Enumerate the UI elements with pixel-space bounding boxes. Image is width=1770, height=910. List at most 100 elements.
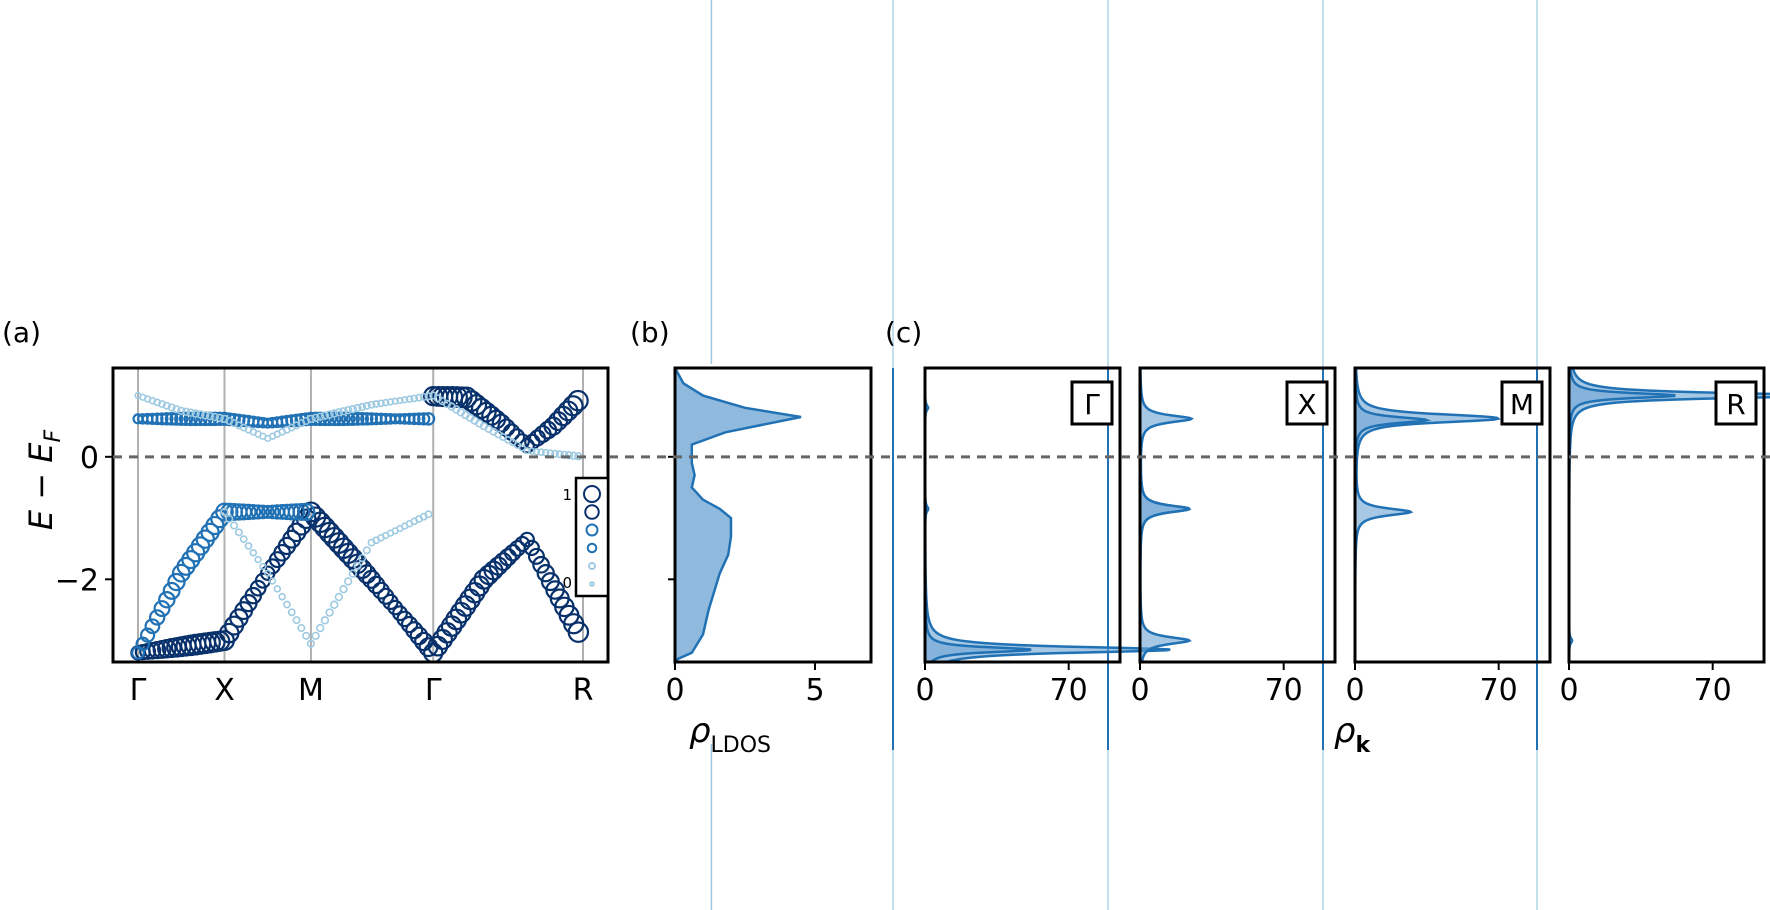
band-point	[264, 569, 272, 577]
band-point	[245, 504, 262, 520]
band-point	[181, 407, 191, 416]
band-point	[562, 395, 584, 417]
band-point	[162, 581, 181, 600]
ldos-area	[673, 367, 802, 666]
band-point	[158, 590, 176, 609]
weight-legend-marker	[583, 485, 601, 503]
band-point	[153, 600, 171, 618]
band-point	[552, 405, 574, 427]
band-point	[196, 410, 205, 419]
band-point	[239, 535, 248, 544]
band-point	[555, 450, 564, 459]
band-point	[382, 398, 390, 407]
band-point	[334, 408, 344, 417]
ldos-axis-label: ρLDOS	[689, 711, 771, 758]
rho-k-axis-label: ρk	[1334, 711, 1372, 758]
spectral-frame	[1138, 366, 1337, 664]
band-point	[174, 411, 189, 426]
band-point	[358, 554, 367, 563]
band-point	[419, 393, 428, 401]
weight-legend-max-label: 1	[562, 486, 572, 504]
band-point	[504, 544, 522, 562]
panel-c-spectral-functions: Γ 0 70 X 0 70 M 0 70 R 0 70	[915, 366, 1770, 708]
spectral-x-tick-label: 0	[1130, 673, 1149, 708]
weight-legend-marker	[588, 562, 596, 570]
band-point	[320, 616, 330, 625]
band-point	[306, 639, 316, 648]
band-point	[285, 414, 299, 428]
band-point	[149, 609, 166, 626]
band-point	[286, 522, 307, 543]
band-point	[360, 412, 374, 426]
band-point	[407, 412, 421, 426]
band-point	[348, 404, 357, 414]
band-point	[548, 411, 569, 432]
kpoint-label: X	[1297, 388, 1316, 421]
band-point	[230, 521, 239, 530]
weight-legend-marker	[589, 581, 595, 587]
band-point	[344, 577, 353, 586]
band-point	[297, 623, 306, 633]
band-point	[532, 447, 541, 456]
band-point	[431, 628, 454, 651]
kpoint-tick-label: Γ	[130, 673, 147, 708]
weight-legend-box	[574, 476, 610, 598]
band-point	[205, 411, 215, 421]
band-point	[302, 631, 311, 640]
band-point	[449, 601, 472, 624]
band-point	[155, 412, 169, 426]
band-point	[459, 588, 481, 611]
band-point	[523, 447, 531, 455]
band-point	[268, 577, 277, 585]
band-point	[240, 503, 257, 521]
band-point	[167, 403, 176, 412]
band-point	[468, 575, 490, 597]
band-point	[537, 448, 545, 457]
spectral-x-tick-label: 0	[915, 673, 934, 708]
band-point	[234, 528, 243, 537]
band-point	[567, 389, 589, 412]
band-point	[144, 618, 161, 635]
band-point	[273, 585, 282, 593]
band-point	[567, 621, 590, 643]
band-point	[523, 539, 540, 557]
kpoint-label: Γ	[1084, 388, 1100, 421]
panel-label-a: (a)	[2, 316, 41, 349]
band-point	[162, 401, 171, 410]
spectral-frame	[1567, 366, 1766, 664]
band-point	[244, 542, 253, 550]
spectral-x-tick-label: 0	[1345, 673, 1364, 708]
ldos-frame	[673, 366, 873, 664]
band-point	[278, 592, 286, 601]
band-point	[330, 409, 339, 418]
band-point	[445, 608, 468, 631]
band-point	[320, 411, 330, 420]
band-point	[249, 548, 258, 557]
band-point	[283, 600, 291, 609]
band-point	[188, 411, 203, 427]
kpoint-tick-label: R	[573, 673, 594, 708]
band-point	[396, 610, 414, 628]
spectral-x-tick-label: 70	[1694, 673, 1732, 708]
kpoint-label: M	[1510, 388, 1534, 421]
band-point	[287, 608, 296, 617]
band-point	[139, 627, 156, 643]
spectral-x-tick-label: 0	[1559, 673, 1578, 708]
band-point	[172, 405, 181, 414]
weight-legend-marker	[585, 523, 599, 537]
band-point	[220, 507, 229, 517]
band-point	[326, 411, 342, 427]
band-point	[538, 420, 558, 440]
band-point	[306, 414, 316, 423]
band-point	[254, 555, 262, 564]
band-point	[454, 595, 477, 617]
band-point	[353, 403, 362, 413]
kpoint-tick-label: Γ	[425, 673, 442, 708]
spectral-frame	[1353, 366, 1552, 664]
kpoint-label-box	[1070, 380, 1114, 426]
band-point	[498, 548, 517, 567]
band-point	[551, 449, 560, 458]
kpoint-label: R	[1726, 388, 1745, 421]
band-point	[543, 416, 563, 436]
band-point	[470, 397, 492, 419]
